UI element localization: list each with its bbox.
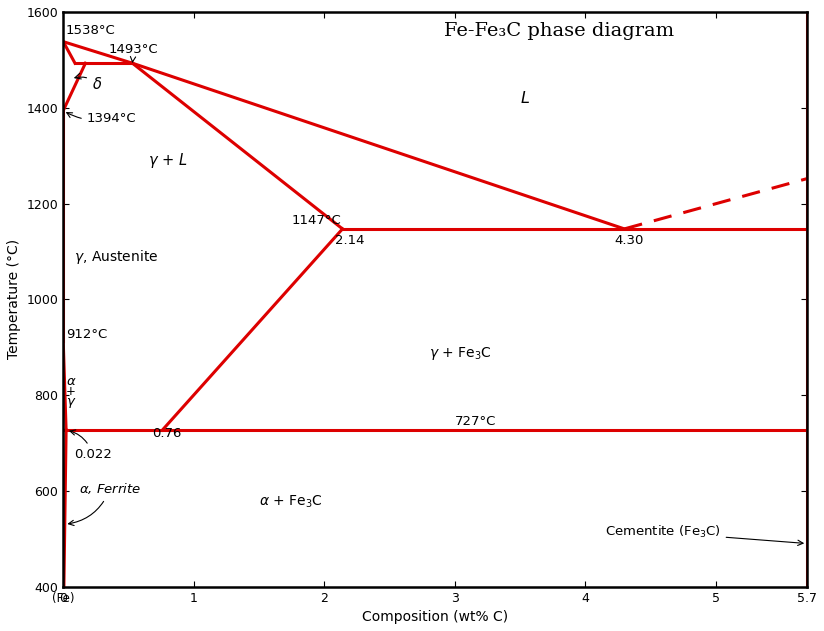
Text: $\gamma$ + Fe$_3$C: $\gamma$ + Fe$_3$C	[428, 345, 491, 362]
Text: 912°C: 912°C	[66, 327, 107, 341]
Text: 0.76: 0.76	[152, 427, 181, 440]
Text: Fe-Fe₃C phase diagram: Fe-Fe₃C phase diagram	[444, 22, 674, 40]
Text: $\alpha$: $\alpha$	[66, 375, 77, 389]
Text: $\delta$: $\delta$	[75, 73, 102, 91]
Text: $\gamma$, Austenite: $\gamma$, Austenite	[73, 248, 158, 266]
Text: $\gamma$ + $L$: $\gamma$ + $L$	[148, 151, 188, 170]
Text: 0.022: 0.022	[70, 430, 111, 461]
Text: 727°C: 727°C	[455, 415, 496, 428]
Text: (Fe): (Fe)	[52, 593, 74, 605]
Y-axis label: Temperature (°C): Temperature (°C)	[7, 239, 21, 359]
Text: $\alpha$, Ferrite: $\alpha$, Ferrite	[68, 481, 141, 526]
Text: 4.30: 4.30	[614, 234, 644, 247]
Text: 1493°C: 1493°C	[109, 43, 158, 62]
Text: 1147°C: 1147°C	[292, 214, 341, 227]
Text: $L$: $L$	[520, 90, 530, 106]
Text: $\gamma$: $\gamma$	[66, 396, 77, 410]
Text: 1394°C: 1394°C	[67, 112, 136, 125]
Text: 1538°C: 1538°C	[66, 24, 115, 37]
Text: +: +	[66, 385, 76, 398]
X-axis label: Composition (wt% C): Composition (wt% C)	[362, 610, 508, 624]
Text: $\alpha$ + Fe$_3$C: $\alpha$ + Fe$_3$C	[259, 493, 323, 510]
Text: Cementite (Fe$_3$C): Cementite (Fe$_3$C)	[605, 524, 803, 545]
Text: 2.14: 2.14	[335, 234, 364, 247]
